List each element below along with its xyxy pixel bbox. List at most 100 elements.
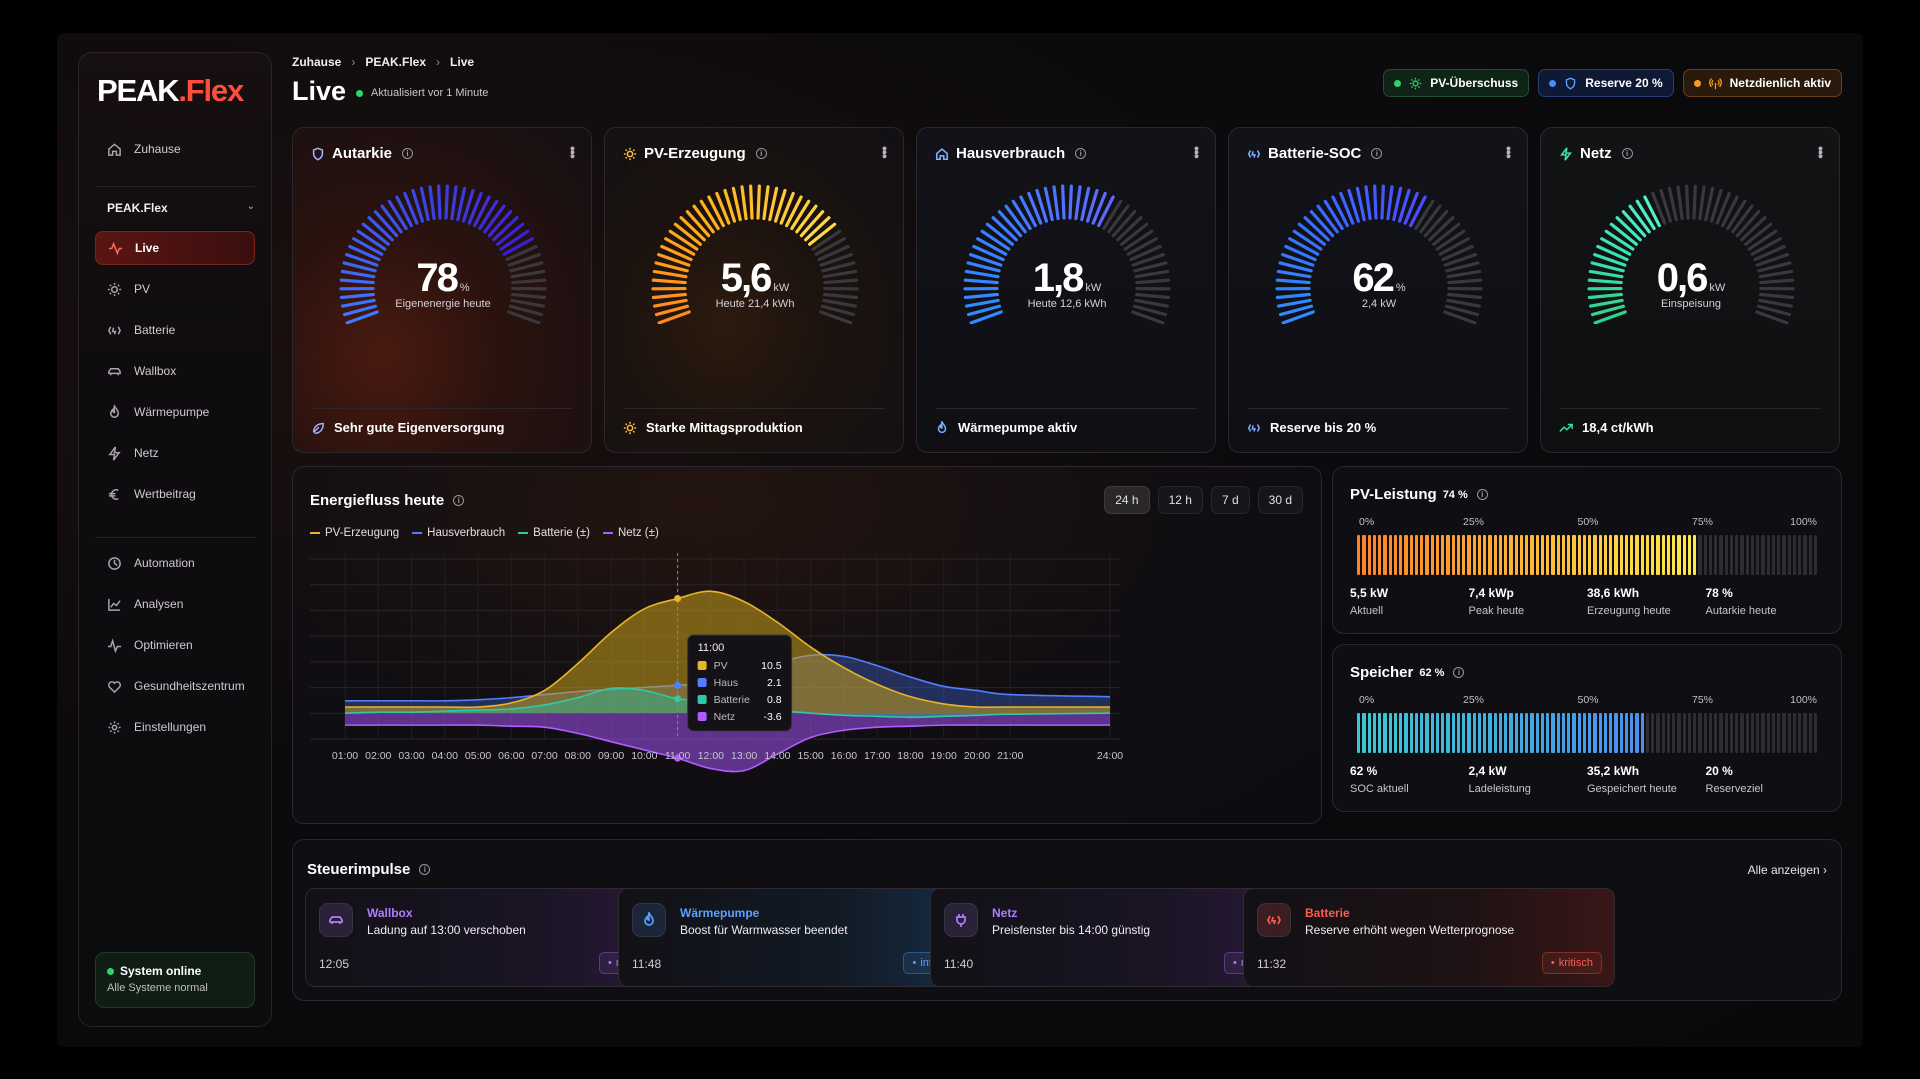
sidebar-item-netz[interactable]: Netz [95,436,255,470]
app-logo[interactable]: PEAK.Flex [97,73,244,108]
meter-bar [1357,713,1361,753]
gauge-tick [972,244,1005,262]
range-tab-24h[interactable]: 24 h [1104,486,1150,514]
range-tab-12h[interactable]: 12 h [1157,486,1203,514]
info-icon[interactable]: i [1476,489,1488,500]
info-icon[interactable]: i [419,864,431,875]
kpi-card-autarkie[interactable]: Autarkie i ••• 78% Eigenenergie heute Sehr gu… [292,127,592,453]
x-tick-label: 03:00 [398,750,424,762]
home-icon [108,142,121,156]
gauge-tick [1443,310,1477,324]
sidebar-item-wallbox[interactable]: Wallbox [95,354,255,388]
gauge-tick [1715,191,1731,225]
sidebar-item-analysen[interactable]: Analysen [95,587,255,621]
more-menu-icon[interactable]: ••• [565,146,581,158]
range-tab-30d[interactable]: 30 d [1257,486,1303,514]
gauge-tick [1027,191,1043,225]
gauge-tick [1753,244,1786,262]
gauge-tick [963,278,999,285]
impulse-batterie[interactable]: Batterie Reserve erhöht wegen Wetterprogn… [1243,888,1615,987]
series-batterie-area [345,687,1110,718]
meter-bar [1561,713,1565,753]
info-icon[interactable]: i [755,148,767,159]
meter-bar [1504,713,1508,753]
legend-item[interactable]: Batterie (±) [518,527,590,539]
legend-item[interactable]: Hausverbrauch [412,527,505,539]
kpi-gauge [1275,184,1483,324]
sidebar-item-automation[interactable]: Automation [95,546,255,580]
legend-item[interactable]: PV-Erzeugung [310,527,399,539]
gauge-tick [651,292,687,300]
chip-grid-friendly[interactable]: Netzdienlich aktiv [1682,69,1842,97]
meter-bar [1414,535,1418,575]
sidebar-item-optimieren[interactable]: Optimieren [95,628,255,662]
meter-bar [1593,535,1597,575]
see-all-link[interactable]: Alle anzeigen › [1747,863,1827,877]
kpi-card-pv-erzeugung[interactable]: PV-Erzeugung i ••• 5,6 kW Heute 21,4 kWh Stark… [604,127,904,453]
kpi-card-netz[interactable]: Netz i ••• 0,6 kW Einspeisung 18,4 ct/kWh [1540,127,1840,453]
meter-bar [1483,535,1487,575]
chip-reserve[interactable]: Reserve 20 % [1538,69,1674,97]
kpi-card-batterie-soc[interactable]: Batterie-SOC i ••• 62% 2,4 kW Reserve bis 20 … [1228,127,1528,453]
breadcrumb-item[interactable]: Zuhause [292,55,342,69]
info-icon[interactable]: i [1621,148,1633,159]
x-tick-label: 02:00 [365,750,391,762]
heart-icon [108,680,121,693]
gauge-tick [1380,184,1385,220]
legend-item[interactable]: Netz (±) [602,527,659,539]
euro-icon [108,488,119,500]
sidebar-item-batterie[interactable]: Batterie [95,313,255,347]
x-tick-label: 13:00 [731,750,757,762]
sidebar-item-pv[interactable]: PV [95,272,255,306]
gauge-tick [1593,253,1627,267]
kpi-card-hausverbrauch[interactable]: Hausverbrauch i ••• 1,8 kW Heute 12,6 kWh Wärm… [916,127,1216,453]
gauge-tick [819,253,853,267]
sidebar-group-peakflex[interactable]: PEAK.Flex ⌄ [107,201,255,215]
more-menu-icon[interactable]: ••• [1501,146,1517,158]
gauge-tick [756,184,761,220]
more-menu-icon[interactable]: ••• [1813,146,1829,158]
gauge-tick [685,210,711,238]
info-icon[interactable]: i [1453,667,1465,678]
sidebar-item-wertbeitrag[interactable]: Wertbeitrag [95,477,255,511]
gauge-tick [1135,292,1171,300]
info-icon[interactable]: i [1075,148,1087,159]
sidebar-item-gesundheitszentrum[interactable]: Gesundheitszentrum [95,669,255,703]
gauge-tick [762,185,770,221]
meter-bar [1546,535,1550,575]
meter-bar [1472,535,1476,575]
kpi-gauge [651,184,859,324]
meter-bar [1740,535,1744,575]
meter-bar [1362,535,1366,575]
meter-bar [1792,535,1796,575]
energy-flow-chart[interactable]: 11:00 PV 10.5 Haus 2.1 Batterie 0.8 Netz -3.6 01:… [310,553,1304,813]
range-tab-7d[interactable]: 7 d [1210,486,1250,514]
more-menu-icon[interactable]: ••• [1189,146,1205,158]
gauge-tick [487,210,513,238]
meter-bar [1456,713,1460,753]
scale-label: 75% [1691,694,1714,706]
sidebar-item-home[interactable]: Zuhause [95,132,255,166]
meter-bar [1714,713,1718,753]
chip-pv-surplus[interactable]: PV-Überschuss [1383,69,1530,97]
kpi-footer-text: Wärmepumpe aktiv [958,420,1078,435]
breadcrumb-item[interactable]: PEAK.Flex [365,55,427,69]
sidebar-item-einstellungen[interactable]: Einstellungen [95,710,255,744]
info-icon[interactable]: i [453,495,465,506]
info-icon[interactable]: i [402,148,414,159]
divider [95,186,255,187]
sidebar-item-waermepumpe[interactable]: Wärmepumpe [95,395,255,429]
gauge-tick [965,298,1000,308]
meter-bar [1399,535,1403,575]
meter-bar [1813,713,1817,753]
info-icon[interactable]: i [1371,148,1383,159]
meter-bar [1735,535,1739,575]
meter-bar [1687,713,1691,753]
stat-value: 78 % [1705,586,1733,600]
meter-bar [1462,535,1466,575]
gauge-tick [1447,292,1483,300]
more-menu-icon[interactable]: ••• [877,146,893,158]
gauge-tick [808,222,837,246]
meter-bar [1435,713,1439,753]
sidebar-item-live[interactable]: Live [95,231,255,265]
